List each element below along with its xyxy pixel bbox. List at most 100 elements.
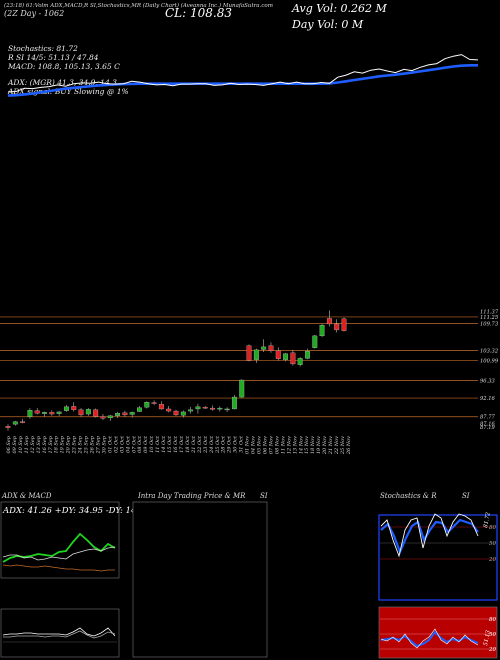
candle: [239, 379, 245, 398]
candle: [93, 408, 99, 418]
stoch-label-20: 20: [488, 557, 496, 563]
candle: [246, 344, 252, 362]
date-tick-label: 01 Oct: [107, 435, 113, 453]
line-layer: [7, 54, 479, 97]
date-tick-label: 19 Sep: [60, 435, 66, 453]
date-tick-label: 30 Sep: [101, 435, 107, 453]
price-level-label: 96.33: [480, 378, 496, 384]
rsi-value: 51.13: [483, 629, 492, 646]
header-top-line: (23:18) 61:Volm ADX,MACD,R SI,Stochastic…: [4, 3, 273, 9]
price-level-label: 111.37: [480, 309, 499, 315]
stoch-label-50: 50: [489, 541, 496, 547]
price-level-label: 111.25: [480, 315, 498, 321]
candle: [231, 394, 237, 410]
date-tick-label: 18 Oct: [185, 435, 191, 453]
stochastics-readout: Stochastics: 81.72: [8, 44, 78, 53]
candle-body: [275, 350, 281, 359]
stoch-fast-line: [380, 513, 479, 558]
date-tick-label: 24 Sep: [78, 435, 84, 454]
date-tick-label: 21 Nov: [328, 436, 334, 455]
date-tick-label: 12 Nov: [286, 436, 292, 454]
candle-body: [137, 407, 142, 412]
stoch-slow-line: [380, 518, 479, 555]
candle-body: [253, 349, 259, 360]
macd-panel-frame: [0, 608, 120, 658]
candle-body: [202, 407, 208, 409]
price-level-label: 87.16: [480, 421, 496, 427]
date-tick-label: 11 Nov: [280, 436, 286, 454]
date-tick-label: 22 Oct: [197, 435, 203, 454]
candle-body: [12, 421, 18, 425]
date-tick-label: 17 Sep: [48, 435, 54, 453]
candle: [107, 414, 113, 421]
candle-body: [319, 325, 325, 337]
date-tick-label: 17 Oct: [179, 435, 185, 453]
date-tick-label: 03 Oct: [119, 435, 125, 453]
candle: [158, 401, 164, 410]
adx-signal-readout: ADX signal: BUY Slowing @ 1%: [8, 87, 129, 96]
date-tick-label: 15 Nov: [304, 436, 310, 454]
date-tick-label: 21 Oct: [191, 435, 197, 454]
candle: [253, 348, 259, 364]
macd-line: [2, 627, 116, 637]
candle: [312, 335, 318, 349]
candle-body: [107, 415, 113, 419]
intra-panel-si: SI: [260, 492, 268, 500]
candle-body: [261, 346, 267, 350]
date-tick-label: 07 Oct: [131, 435, 137, 453]
close-price-line: [7, 54, 479, 93]
candle: [217, 406, 223, 412]
date-tick-label: 24 Oct: [209, 435, 215, 454]
candle-body: [56, 411, 62, 414]
candle: [341, 317, 347, 332]
candle-body: [290, 352, 296, 365]
date-tick-label: 16 Sep: [42, 435, 48, 453]
rsi-panel-frame: [378, 606, 498, 659]
candle: [166, 405, 172, 413]
adx-readout: ADX: (MGR) 41.3, 34.9, 14.3: [8, 78, 117, 87]
candle: [144, 401, 150, 409]
date-tick-label: 10 Oct: [149, 435, 155, 453]
date-tick-label: 20 Sep: [66, 435, 72, 454]
date-tick-label: 08 Oct: [137, 435, 143, 453]
candle: [275, 347, 281, 361]
date-tick-label: 26 Nov: [346, 436, 352, 455]
candle: [49, 410, 55, 416]
candle-body: [129, 412, 135, 415]
date-tick-label: 19 Nov: [316, 436, 322, 454]
candle: [202, 405, 208, 409]
candle-body: [151, 402, 157, 404]
candle: [5, 424, 11, 431]
candle: [63, 405, 69, 412]
rsi-label-50: 50: [489, 632, 496, 638]
candle: [334, 319, 340, 333]
candle-body: [85, 409, 91, 415]
date-tick-label: 15 Oct: [167, 435, 173, 453]
candle-body: [122, 412, 128, 416]
date-tick-label: 04 Oct: [125, 435, 131, 453]
candle-body: [27, 410, 33, 417]
candle: [100, 414, 106, 420]
date-tick-label: 11 Sep: [24, 435, 30, 453]
candle: [151, 400, 157, 406]
day-volume: Day Vol: 0 M: [292, 18, 364, 31]
candle: [224, 407, 230, 412]
date-tick-label: 14 Nov: [298, 436, 304, 454]
price-level-label: 103.32: [480, 349, 498, 355]
candle-layer: [5, 310, 347, 431]
date-tick-label: 04 Nov: [251, 436, 257, 454]
candle: [188, 406, 194, 414]
stoch-label-80: 80: [489, 525, 496, 531]
date-tick-label: 13 Nov: [292, 436, 298, 454]
candle: [78, 408, 84, 417]
date-tick-label: 20 Nov: [322, 436, 328, 455]
candle-body: [195, 406, 201, 410]
rsi-label-20: 20: [488, 647, 496, 653]
candle-body: [224, 408, 230, 411]
intraday-panel-frame: [132, 501, 268, 658]
candle-body: [268, 345, 274, 351]
candle: [305, 348, 310, 360]
candle: [20, 418, 26, 424]
price-level-label: 100.99: [480, 359, 499, 365]
